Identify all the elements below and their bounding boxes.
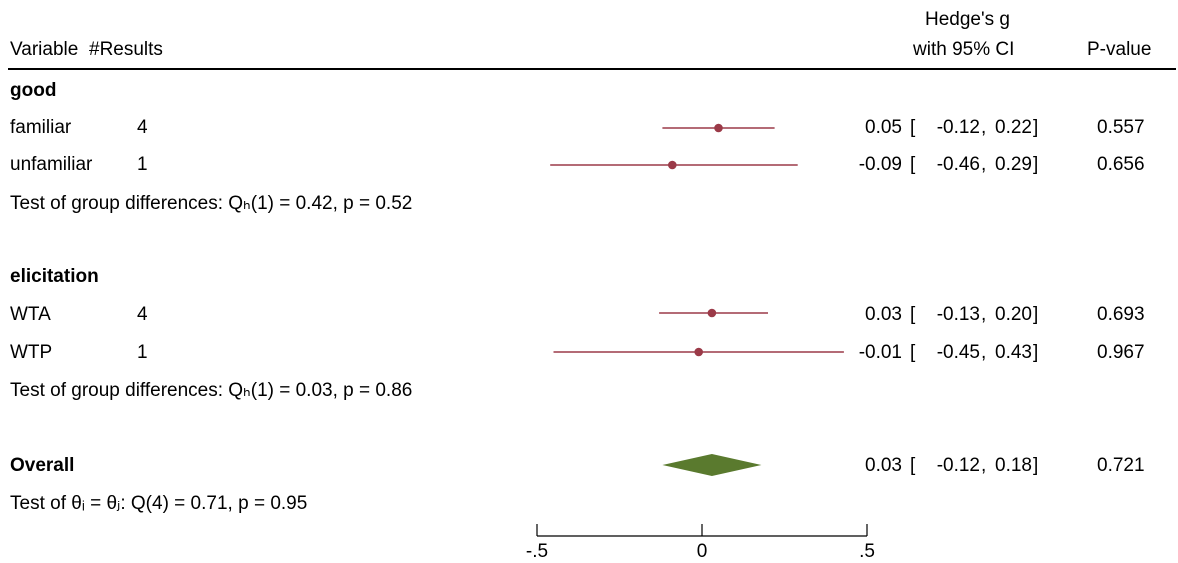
row-comma: , bbox=[981, 154, 987, 175]
row-label: WTA bbox=[10, 304, 51, 325]
row-bracket-open: [ bbox=[910, 117, 916, 138]
point-estimate bbox=[707, 308, 717, 318]
row-est: 0.03 bbox=[865, 304, 902, 325]
row-hi: 0.29 bbox=[995, 154, 1032, 175]
x-tick-label: .5 bbox=[859, 541, 875, 562]
overall-est: 0.03 bbox=[865, 455, 902, 476]
row-n: 4 bbox=[137, 304, 148, 325]
row-label: WTP bbox=[10, 342, 53, 363]
row-comma: , bbox=[981, 117, 987, 138]
row-bracket-open: [ bbox=[910, 154, 916, 175]
row-label: unfamiliar bbox=[10, 154, 93, 175]
row-p: 0.557 bbox=[1097, 117, 1145, 138]
row-n: 1 bbox=[137, 154, 148, 175]
row-n: 4 bbox=[137, 117, 148, 138]
row-bracket-close: ] bbox=[1033, 117, 1039, 138]
overall-hi: 0.18 bbox=[995, 455, 1032, 476]
row-bracket-close: ] bbox=[1033, 342, 1039, 363]
overall-p: 0.721 bbox=[1097, 455, 1145, 476]
row-est: -0.09 bbox=[858, 154, 902, 175]
row-lo: -0.13 bbox=[936, 304, 980, 325]
row-lo: -0.46 bbox=[936, 154, 980, 175]
overall-bracket-close: ] bbox=[1033, 455, 1039, 476]
row-est: 0.05 bbox=[865, 117, 902, 138]
row-bracket-open: [ bbox=[910, 342, 916, 363]
header-variable: Variable bbox=[10, 39, 79, 60]
row-bracket-close: ] bbox=[1033, 154, 1039, 175]
row-hi: 0.43 bbox=[995, 342, 1032, 363]
row-est: -0.01 bbox=[858, 342, 902, 363]
row-n: 1 bbox=[137, 342, 148, 363]
row-hi: 0.22 bbox=[995, 117, 1032, 138]
header-pvalue: P-value bbox=[1087, 39, 1152, 60]
x-tick-label: 0 bbox=[697, 541, 708, 562]
row-p: 0.693 bbox=[1097, 304, 1145, 325]
overall-diamond bbox=[662, 454, 762, 476]
row-bracket-open: [ bbox=[910, 304, 916, 325]
row-lo: -0.12 bbox=[936, 117, 980, 138]
row-p: 0.967 bbox=[1097, 342, 1145, 363]
group-title-good: good bbox=[10, 80, 57, 101]
header-effect-line1: Hedge's g bbox=[925, 9, 1010, 30]
overall-bracket-open: [ bbox=[910, 455, 916, 476]
row-p: 0.656 bbox=[1097, 154, 1145, 175]
row-hi: 0.20 bbox=[995, 304, 1032, 325]
group-title-elicitation: elicitation bbox=[10, 266, 99, 287]
row-comma: , bbox=[981, 304, 987, 325]
group-test-elicitation: Test of group differences: Qₕ(1) = 0.03,… bbox=[10, 380, 413, 401]
overall-test: Test of θᵢ = θⱼ: Q(4) = 0.71, p = 0.95 bbox=[10, 493, 308, 514]
header-rule bbox=[8, 68, 1176, 70]
point-estimate bbox=[694, 347, 703, 357]
header-effect-line2: with 95% CI bbox=[913, 39, 1015, 60]
row-lo: -0.45 bbox=[936, 342, 980, 363]
header-results: #Results bbox=[89, 39, 163, 60]
group-test-good: Test of group differences: Qₕ(1) = 0.42,… bbox=[10, 193, 413, 214]
point-estimate bbox=[714, 123, 723, 133]
row-label: familiar bbox=[10, 117, 72, 138]
overall-label: Overall bbox=[10, 455, 75, 476]
row-bracket-close: ] bbox=[1033, 304, 1039, 325]
row-comma: , bbox=[981, 342, 987, 363]
x-tick-label: -.5 bbox=[526, 541, 548, 562]
point-estimate bbox=[668, 160, 677, 170]
overall-lo: -0.12 bbox=[936, 455, 980, 476]
overall-comma: , bbox=[981, 455, 987, 476]
